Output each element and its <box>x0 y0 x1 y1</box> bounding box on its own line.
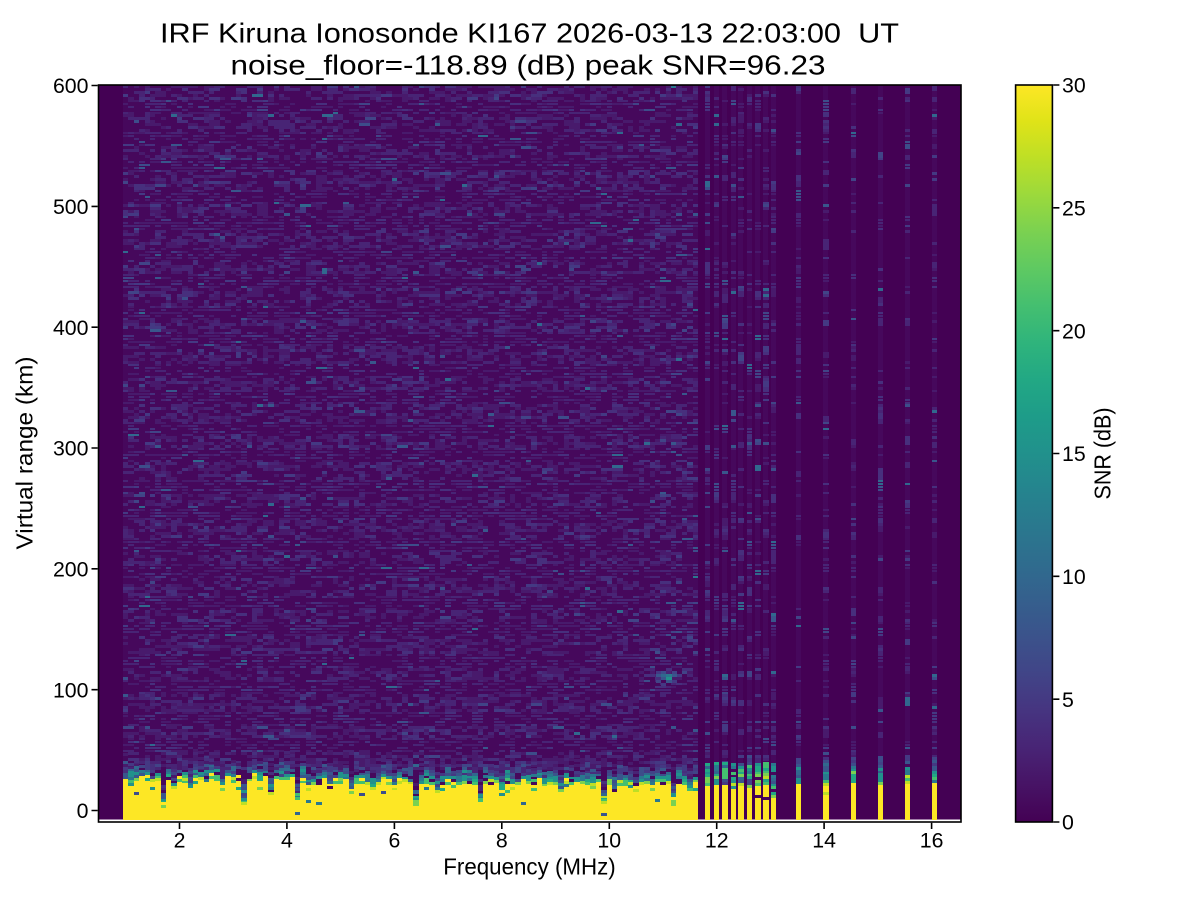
svg-text:4: 4 <box>281 829 293 853</box>
svg-text:30: 30 <box>1062 74 1086 98</box>
svg-text:Virtual range (km): Virtual range (km) <box>11 357 37 550</box>
svg-text:100: 100 <box>53 678 89 702</box>
svg-text:12: 12 <box>705 829 729 853</box>
svg-text:6: 6 <box>388 829 400 853</box>
svg-text:noise_floor=-118.89 (dB) peak: noise_floor=-118.89 (dB) peak SNR=96.23 <box>231 50 826 81</box>
svg-text:16: 16 <box>920 829 944 853</box>
svg-text:500: 500 <box>53 195 89 219</box>
svg-text:15: 15 <box>1062 442 1086 466</box>
svg-text:10: 10 <box>597 829 621 853</box>
svg-text:Frequency (MHz): Frequency (MHz) <box>443 854 616 880</box>
svg-text:10: 10 <box>1062 565 1086 589</box>
svg-text:8: 8 <box>496 829 508 853</box>
svg-text:600: 600 <box>53 74 89 98</box>
svg-text:2: 2 <box>174 829 186 853</box>
svg-text:5: 5 <box>1062 688 1074 712</box>
svg-text:SNR (dB): SNR (dB) <box>1090 408 1116 500</box>
svg-text:300: 300 <box>53 437 89 461</box>
svg-text:0: 0 <box>1062 811 1074 835</box>
svg-text:25: 25 <box>1062 196 1086 220</box>
svg-text:14: 14 <box>812 829 836 853</box>
svg-text:400: 400 <box>53 316 89 340</box>
svg-text:0: 0 <box>77 799 89 823</box>
svg-text:20: 20 <box>1062 319 1086 343</box>
svg-text:200: 200 <box>53 557 89 581</box>
svg-text:IRF Kiruna Ionosonde KI167 202: IRF Kiruna Ionosonde KI167 2026-03-13 22… <box>160 18 899 49</box>
